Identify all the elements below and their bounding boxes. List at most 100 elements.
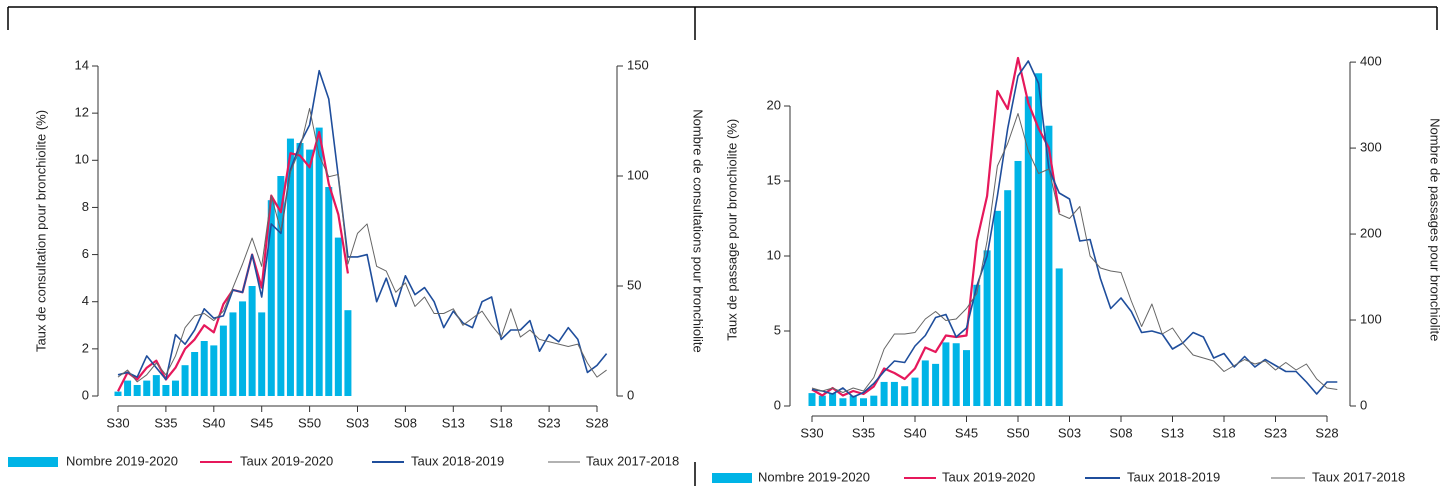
x-tick-label: S08	[1109, 425, 1132, 440]
x-tick-label: S50	[298, 415, 321, 430]
bar	[267, 200, 275, 396]
x-tick-label: S03	[346, 415, 369, 430]
bar	[911, 377, 919, 406]
bar	[239, 301, 247, 396]
bar	[334, 237, 342, 396]
bar	[191, 352, 199, 396]
line	[811, 60, 1338, 398]
bar	[829, 393, 837, 406]
bar	[229, 312, 237, 396]
bar	[952, 343, 960, 406]
y-tick-label: 6	[82, 246, 89, 261]
bar	[152, 375, 160, 396]
x-tick-label: S18	[490, 415, 513, 430]
y-tick-label: 0	[774, 397, 781, 412]
x-tick-label: S45	[955, 425, 978, 440]
legend-label: Nombre 2019-2020	[758, 469, 870, 484]
bar	[143, 380, 151, 396]
y2-tick-label: 0	[1360, 397, 1367, 412]
bar	[124, 380, 132, 396]
x-tick-label: S45	[250, 415, 273, 430]
bar	[1014, 160, 1022, 406]
x-tick-label: S18	[1212, 425, 1235, 440]
bar	[200, 341, 208, 396]
legend-label: Taux 2018-2019	[1127, 469, 1220, 484]
y-tick-label: 10	[767, 247, 781, 262]
x-tick-label: S50	[1006, 425, 1029, 440]
bar	[1004, 190, 1012, 406]
legend-label: Taux 2018-2019	[411, 453, 504, 468]
line	[811, 113, 1338, 393]
bar	[219, 325, 227, 396]
x-tick-label: S23	[538, 415, 561, 430]
bar	[133, 385, 141, 396]
y2-tick-label: 400	[1360, 54, 1382, 69]
bar	[973, 284, 981, 406]
y2-tick-label: 0	[627, 387, 634, 402]
y2-tick-label: 100	[627, 167, 649, 182]
bar	[258, 312, 266, 396]
legend-label: Taux 2017-2018	[586, 453, 679, 468]
x-tick-label: S28	[1315, 425, 1338, 440]
line	[117, 107, 607, 383]
bar	[849, 395, 857, 406]
bar	[162, 385, 170, 396]
bar	[818, 395, 826, 406]
bar	[210, 345, 218, 396]
bar	[932, 363, 940, 406]
y-axis-label: Taux de consultation pour bronchiolite (…	[33, 110, 48, 352]
bar	[983, 250, 991, 406]
y2-tick-label: 150	[627, 57, 649, 72]
y-axis-label: Taux de passage pour bronchiolite (%)	[724, 119, 739, 341]
y-tick-label: 20	[767, 97, 781, 112]
bar	[890, 381, 898, 406]
y2-axis-label: Nombre de consultations pour bronchiolit…	[691, 109, 706, 353]
y-tick-label: 14	[75, 57, 89, 72]
x-tick-label: S30	[106, 415, 129, 430]
legend-swatch	[8, 457, 58, 467]
bar	[296, 143, 304, 396]
bar	[1055, 268, 1063, 406]
x-tick-label: S03	[1058, 425, 1081, 440]
bar	[306, 149, 314, 396]
bar	[171, 380, 179, 396]
legend-label: Taux 2019-2020	[942, 469, 1035, 484]
x-tick-label: S13	[1161, 425, 1184, 440]
y2-axis-label: Nombre de passages pour bronchiolite	[1428, 118, 1443, 341]
bar	[344, 310, 352, 396]
bar	[325, 187, 333, 396]
line	[811, 56, 1061, 397]
x-tick-label: S35	[852, 425, 875, 440]
x-tick-label: S08	[394, 415, 417, 430]
bar	[1024, 96, 1032, 407]
bar	[286, 138, 294, 396]
y-tick-label: 2	[82, 340, 89, 355]
bar	[921, 360, 929, 406]
y-tick-label: 15	[767, 172, 781, 187]
y2-tick-label: 200	[1360, 225, 1382, 240]
y2-tick-label: 50	[627, 277, 641, 292]
bar	[839, 398, 847, 406]
legend-label: Taux 2017-2018	[1312, 469, 1405, 484]
x-tick-label: S28	[585, 415, 608, 430]
bar	[993, 210, 1001, 406]
legend-label: Taux 2019-2020	[240, 453, 333, 468]
bar	[860, 398, 867, 406]
x-tick-label: S23	[1264, 425, 1287, 440]
bar	[963, 350, 970, 406]
y-tick-label: 10	[75, 152, 89, 167]
bar	[248, 286, 256, 396]
bar	[1045, 125, 1053, 406]
bar	[880, 381, 888, 406]
bar	[114, 391, 122, 396]
y2-tick-label: 300	[1360, 140, 1382, 155]
y-tick-label: 0	[82, 387, 89, 402]
line	[117, 69, 608, 381]
bar	[942, 342, 950, 406]
bar	[808, 393, 816, 406]
bar	[870, 395, 878, 406]
x-tick-label: S13	[442, 415, 465, 430]
y-tick-label: 8	[82, 199, 89, 214]
x-tick-label: S30	[800, 425, 823, 440]
